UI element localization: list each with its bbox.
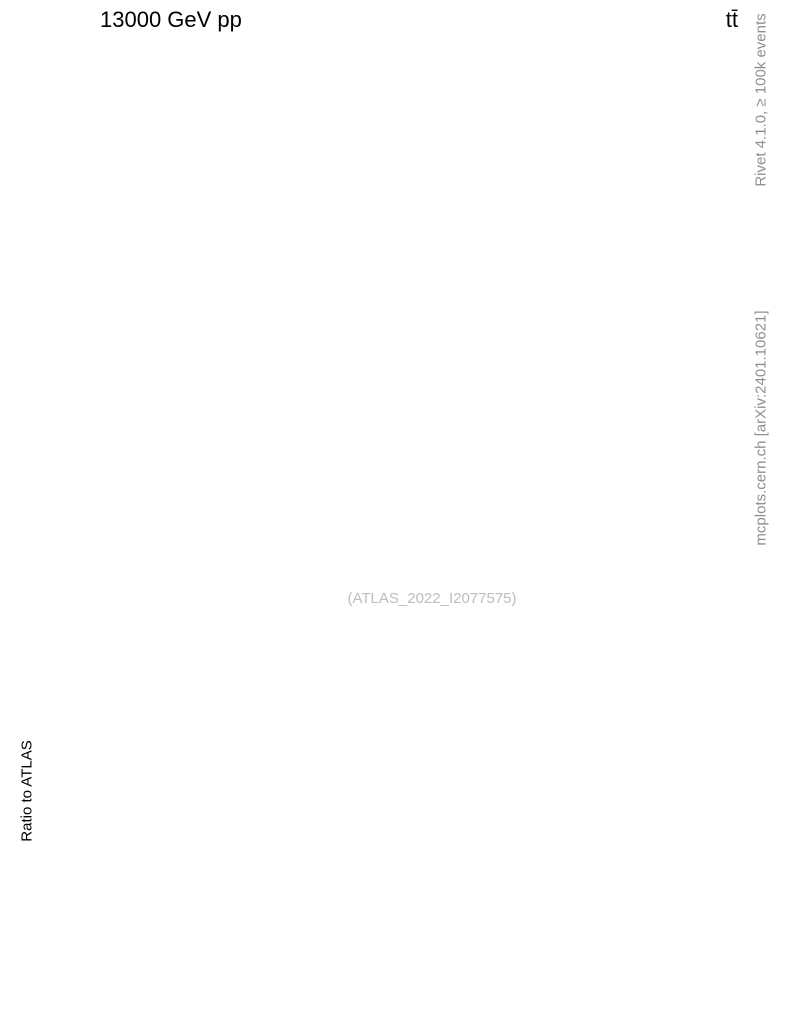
header-process: tt̄: [725, 7, 738, 32]
header-beam: 13000 GeV pp: [100, 7, 242, 32]
analysis-watermark: (ATLAS_2022_I2077575): [347, 590, 517, 607]
